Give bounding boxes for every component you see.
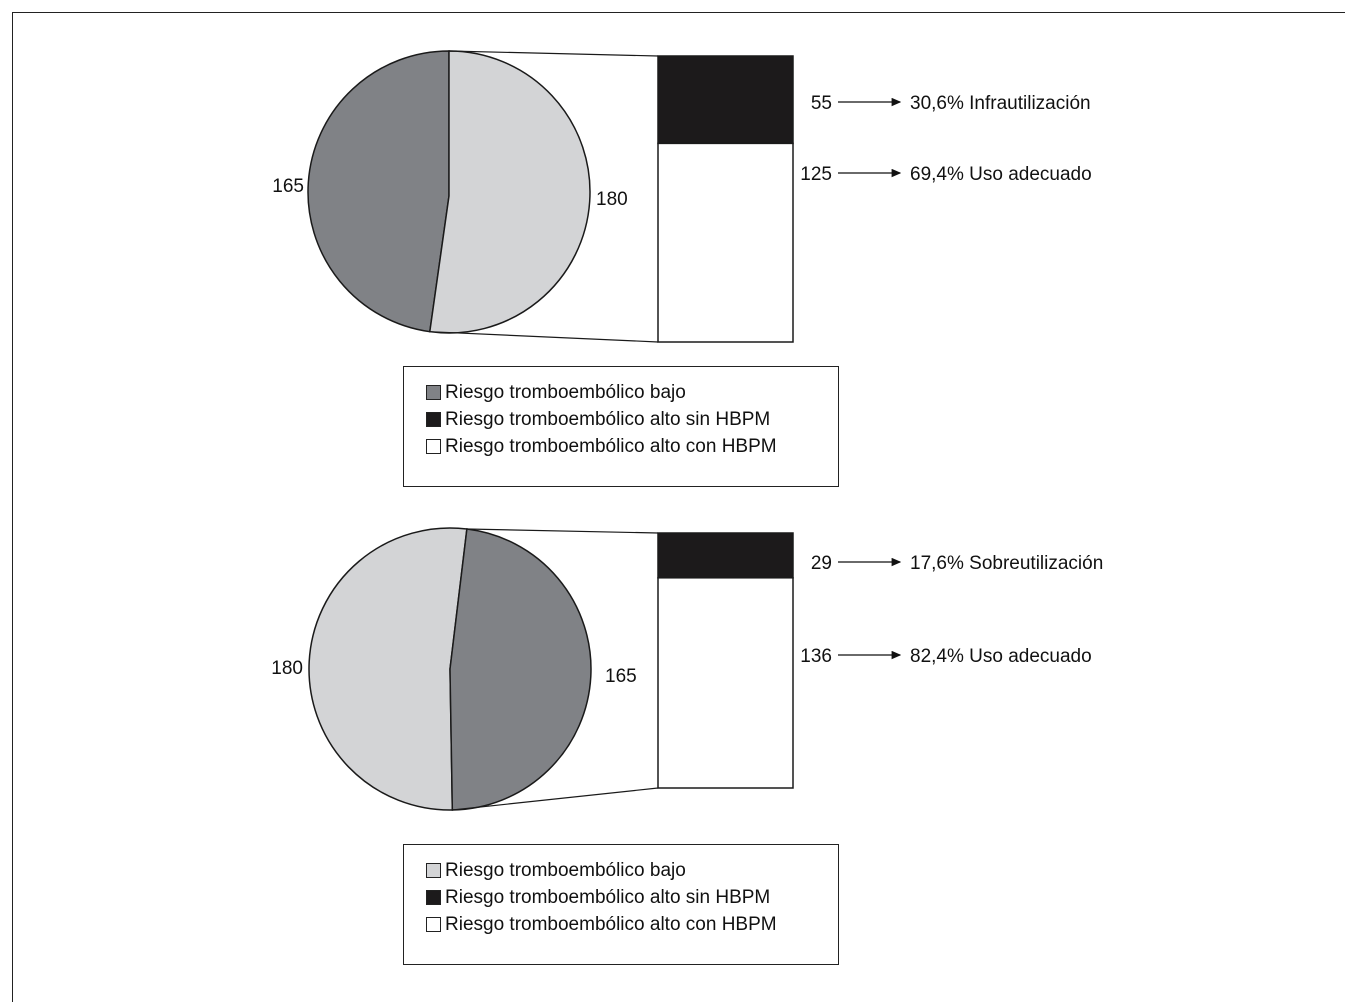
bar-segment xyxy=(657,577,794,789)
breakdown-annotation: 17,6% Sobreutilización xyxy=(910,553,1103,574)
legend-label: Riesgo tromboembólico alto sin HBPM xyxy=(445,408,771,430)
breakdown-value-label: 55 xyxy=(811,93,832,114)
legend-item: Riesgo tromboembólico alto con HBPM xyxy=(426,911,838,938)
legend-label: Riesgo tromboembólico alto con HBPM xyxy=(445,435,777,457)
breakdown-annotation: 82,4% Uso adecuado xyxy=(910,646,1092,667)
legend-swatch xyxy=(426,439,441,454)
legend-swatch xyxy=(426,917,441,932)
figure-frame xyxy=(12,12,1345,1002)
legend-item: Riesgo tromboembólico alto sin HBPM xyxy=(426,406,838,433)
pie-slice xyxy=(307,50,450,333)
bar-segment xyxy=(657,55,794,145)
legend-label: Riesgo tromboembólico alto con HBPM xyxy=(445,913,777,935)
connector-line xyxy=(448,50,659,57)
pie-slice-label: 180 xyxy=(596,189,628,210)
pie-slice-label: 180 xyxy=(271,658,303,679)
breakdown-annotation: 69,4% Uso adecuado xyxy=(910,164,1092,185)
legend-label: Riesgo tromboembólico alto sin HBPM xyxy=(445,886,771,908)
legend-item: Riesgo tromboembólico bajo xyxy=(426,857,838,884)
legend-swatch xyxy=(426,412,441,427)
connector-line xyxy=(452,787,659,811)
legend-item: Riesgo tromboembólico alto sin HBPM xyxy=(426,884,838,911)
legend-label: Riesgo tromboembólico bajo xyxy=(445,859,686,881)
legend-swatch xyxy=(426,863,441,878)
breakdown-annotation: 30,6% Infrautilización xyxy=(910,93,1091,114)
pie-slice xyxy=(308,527,468,811)
legend-swatch xyxy=(426,890,441,905)
legend-swatch xyxy=(426,385,441,400)
pie-slice-label: 165 xyxy=(272,176,304,197)
connector-line xyxy=(429,331,659,343)
breakdown-value-label: 29 xyxy=(811,553,832,574)
bar-segment xyxy=(657,142,794,343)
legend-item: Riesgo tromboembólico bajo xyxy=(426,379,838,406)
legend-label: Riesgo tromboembólico bajo xyxy=(445,381,686,403)
legend-chart-1: Riesgo tromboembólico bajo Riesgo trombo… xyxy=(403,366,839,487)
breakdown-value-label: 136 xyxy=(800,646,832,667)
pie-slice xyxy=(428,50,591,334)
legend-chart-2: Riesgo tromboembólico bajo Riesgo trombo… xyxy=(403,844,839,965)
legend-item: Riesgo tromboembólico alto con HBPM xyxy=(426,433,838,460)
pie-slice xyxy=(449,528,592,811)
breakdown-value-label: 125 xyxy=(800,164,832,185)
pie-slice-label: 165 xyxy=(605,666,637,687)
bar-segment xyxy=(657,532,794,579)
connector-line xyxy=(466,528,659,534)
